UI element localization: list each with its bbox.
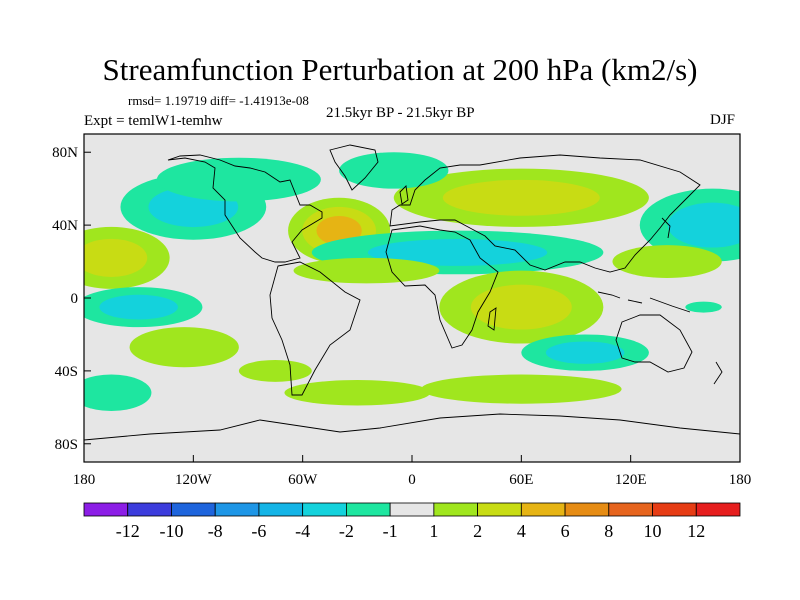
x-tick-label: 120E <box>615 472 647 488</box>
colorbar-label: -8 <box>208 521 223 541</box>
antarctica-coastline <box>84 413 740 441</box>
colorbar-swatch <box>564 502 610 517</box>
colorbar-label: 10 <box>644 521 662 541</box>
anomaly-region <box>612 245 722 278</box>
contour-band <box>367 238 548 266</box>
colorbar-label: -6 <box>251 521 266 541</box>
anomaly-region <box>421 374 622 404</box>
x-tick-label: 60W <box>288 472 318 488</box>
indonesia-coastline <box>597 291 691 313</box>
y-tick-label: 0 <box>71 291 79 307</box>
x-tick-label: 120W <box>175 472 213 488</box>
contour-band <box>293 257 440 284</box>
australia-coastline <box>615 314 693 373</box>
contour-band <box>421 374 622 404</box>
colorbar-swatch <box>608 502 653 517</box>
anomaly-region <box>84 226 170 289</box>
x-tick-label: 60E <box>509 472 533 488</box>
africa-coastline <box>385 225 499 349</box>
anomaly-region <box>284 380 431 406</box>
anomaly-layer <box>84 152 740 411</box>
anomaly-region <box>439 270 604 344</box>
stats-text: rmsd= 1.19719 diff= -1.41913e-08 <box>128 93 309 108</box>
anomaly-region <box>639 188 740 262</box>
contour-band <box>284 380 431 406</box>
colorbar-label: -10 <box>159 521 183 541</box>
contour-band <box>442 179 600 216</box>
colorbar-swatch <box>258 502 304 517</box>
new-zealand-coastline <box>713 361 723 385</box>
anomaly-region <box>238 359 312 382</box>
contour-band <box>129 327 239 368</box>
colorbar-swatch <box>389 502 435 517</box>
axis-ticks: 180 120W 60W 0 60E 120E 180 80N 40N 0 40S 80S <box>52 145 751 488</box>
anomaly-region <box>84 287 203 328</box>
colorbar-label: -2 <box>339 521 354 541</box>
contour-band <box>156 157 321 202</box>
anomaly-region <box>685 301 722 313</box>
colorbar-label: 1 <box>429 521 438 541</box>
colorbar-swatch <box>433 502 479 517</box>
greenland-coastline <box>329 144 379 191</box>
colorbar-swatch <box>345 502 391 517</box>
colorbar-swatch <box>652 502 697 517</box>
anomaly-region <box>156 157 321 202</box>
colorbar-swatch <box>127 502 172 517</box>
colorbar-swatch <box>477 502 522 517</box>
contour-band <box>612 245 722 278</box>
colorbar-swatch <box>214 502 260 517</box>
colorbar-label: 12 <box>687 521 705 541</box>
contour-band <box>339 152 449 189</box>
contour-band <box>685 301 722 313</box>
colorbar-label: 6 <box>561 521 570 541</box>
colorbar-swatch <box>171 502 216 517</box>
colorbar-label: 4 <box>517 521 526 541</box>
x-tick-label: 180 <box>73 472 96 488</box>
colorbar-label: -12 <box>116 521 140 541</box>
madagascar-coastline <box>487 307 497 331</box>
contour-band <box>84 374 152 411</box>
contour-band <box>99 294 178 320</box>
eurasia-coastline <box>389 154 701 273</box>
south-america-coastline <box>269 261 361 396</box>
contour-band <box>667 202 740 248</box>
colorbar-label: 8 <box>604 521 613 541</box>
y-tick-label: 40N <box>52 218 78 234</box>
experiment-label: Expt = temlW1-temhw <box>84 113 223 129</box>
x-tick-label: 0 <box>408 472 416 488</box>
chart-title: Streamfunction Perturbation at 200 hPa (… <box>102 52 698 87</box>
colorbar-swatch <box>695 502 741 517</box>
colorbar-swatch <box>520 502 566 517</box>
y-tick-label: 80S <box>55 437 78 453</box>
north-america-coastline <box>167 154 323 263</box>
coastline-layer <box>84 144 740 441</box>
x-tick-label: 180 <box>729 472 752 488</box>
contour-band <box>470 284 572 330</box>
colorbar-label: -1 <box>383 521 398 541</box>
colorbar-swatch <box>302 502 347 517</box>
anomaly-region <box>393 168 649 227</box>
japan-coastline <box>661 217 671 239</box>
y-tick-label: 40S <box>55 364 78 380</box>
contour-band <box>238 359 312 382</box>
anomaly-region <box>129 327 239 368</box>
uk-coastline <box>399 185 409 205</box>
period-label: 21.5kyr BP - 21.5kyr BP <box>326 105 475 121</box>
colorbar-label: 2 <box>473 521 482 541</box>
anomaly-region <box>339 152 449 189</box>
anomaly-region <box>84 374 152 411</box>
contour-band <box>84 238 148 277</box>
y-tick-label: 80N <box>52 145 78 161</box>
contour-band <box>545 341 625 364</box>
anomaly-region <box>293 257 440 284</box>
colorbar-swatch <box>83 502 129 517</box>
colorbar-label: -4 <box>295 521 310 541</box>
season-label: DJF <box>710 112 736 128</box>
